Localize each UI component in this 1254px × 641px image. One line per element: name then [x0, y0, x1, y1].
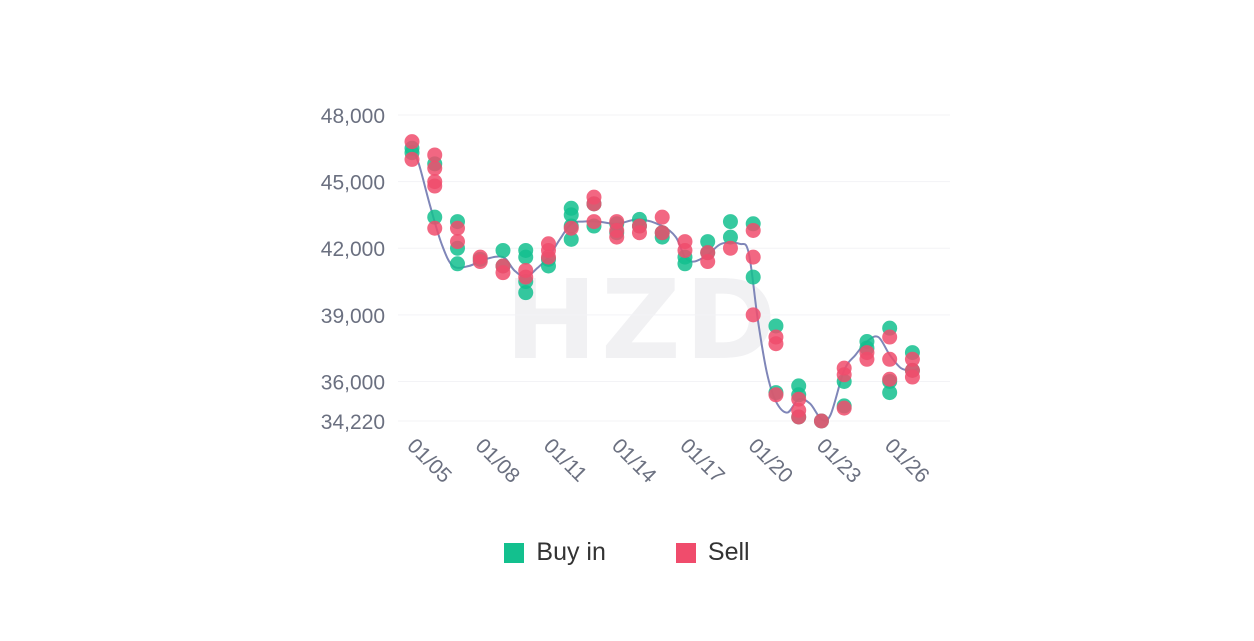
buy-in-swatch	[504, 542, 525, 563]
y-tick-label: 34,220	[321, 411, 385, 434]
sell-point[interactable]	[904, 369, 920, 385]
sell-point[interactable]	[404, 151, 420, 167]
sell-point[interactable]	[768, 387, 784, 403]
sell-point[interactable]	[745, 307, 761, 323]
x-tick-label: 01/05	[402, 434, 455, 487]
buy-in-point[interactable]	[722, 229, 738, 245]
sell-point[interactable]	[700, 254, 716, 270]
y-tick-label: 45,000	[321, 172, 385, 195]
sell-point[interactable]	[427, 220, 443, 236]
sell-point[interactable]	[791, 409, 807, 425]
sell-point[interactable]	[813, 413, 829, 429]
buy-in-point[interactable]	[768, 318, 784, 334]
buy-in-point[interactable]	[745, 269, 761, 285]
sell-point[interactable]	[518, 269, 534, 285]
buy-in-point[interactable]	[427, 209, 443, 225]
y-tick-label: 42,000	[321, 238, 385, 261]
x-tick-label: 01/11	[539, 434, 591, 486]
sell-swatch	[675, 542, 696, 563]
sell-point[interactable]	[882, 351, 898, 367]
hzd-watermark: HZD	[505, 256, 780, 384]
legend-item-sell[interactable]: Sell	[675, 538, 750, 567]
data-points	[404, 134, 920, 429]
buy-in-point[interactable]	[722, 214, 738, 230]
buy-in-point[interactable]	[449, 256, 465, 272]
sell-point[interactable]	[882, 329, 898, 345]
sell-point[interactable]	[563, 220, 579, 236]
sell-point[interactable]	[791, 391, 807, 407]
y-tick-label: 36,000	[321, 371, 385, 394]
buy-in-point[interactable]	[518, 249, 534, 265]
sell-point[interactable]	[768, 336, 784, 352]
buy-in-point[interactable]	[563, 231, 579, 247]
y-tick-label: 39,000	[321, 305, 385, 328]
sell-point[interactable]	[427, 147, 443, 163]
sell-point[interactable]	[745, 249, 761, 265]
sell-point[interactable]	[586, 214, 602, 230]
sell-point[interactable]	[495, 265, 511, 281]
sell-point[interactable]	[859, 351, 875, 367]
sell-point[interactable]	[631, 225, 647, 241]
sell-point[interactable]	[427, 178, 443, 194]
x-tick-label: 01/17	[675, 434, 728, 487]
sell-point[interactable]	[404, 134, 420, 150]
sell-point[interactable]	[836, 367, 852, 383]
sell-point[interactable]	[472, 254, 488, 270]
legend-label-buy-in: Buy in	[536, 538, 606, 566]
grid-lines	[398, 114, 950, 422]
x-tick-label: 01/20	[744, 434, 797, 487]
sell-point[interactable]	[722, 240, 738, 256]
sell-point[interactable]	[882, 371, 898, 387]
buy-in-point[interactable]	[882, 385, 898, 401]
x-tick-label: 01/26	[880, 434, 933, 487]
x-tick-label: 01/23	[812, 434, 865, 487]
buy-in-point[interactable]	[518, 285, 534, 301]
sell-point[interactable]	[745, 222, 761, 238]
chart-legend: Buy in Sell	[0, 538, 1254, 567]
sell-point[interactable]	[449, 234, 465, 250]
x-tick-label: 01/14	[607, 434, 661, 488]
buy-in-point[interactable]	[700, 234, 716, 250]
x-axis-ticks: 01/05 01/08 01/11 01/14 01/17 01/20 01/23 01/26	[402, 434, 933, 488]
legend-item-buy-in[interactable]: Buy in	[504, 538, 606, 567]
y-tick-label: 48,000	[321, 105, 385, 128]
sell-point[interactable]	[586, 196, 602, 212]
sell-point[interactable]	[654, 225, 670, 241]
buy-in-point[interactable]	[495, 242, 511, 258]
sell-point[interactable]	[836, 400, 852, 416]
buy-in-point[interactable]	[563, 207, 579, 223]
sell-point[interactable]	[904, 351, 920, 367]
sell-point[interactable]	[427, 160, 443, 176]
sell-point[interactable]	[540, 249, 556, 265]
x-tick-label: 01/08	[471, 434, 524, 487]
y-axis-ticks: 48,000 45,000 42,000 39,000 36,000 34,220	[321, 105, 385, 434]
sell-point[interactable]	[449, 220, 465, 236]
sell-point[interactable]	[677, 242, 693, 258]
sell-point[interactable]	[609, 229, 625, 245]
sell-point[interactable]	[654, 209, 670, 225]
legend-label-sell: Sell	[707, 538, 750, 566]
buy-in-point[interactable]	[677, 256, 693, 272]
